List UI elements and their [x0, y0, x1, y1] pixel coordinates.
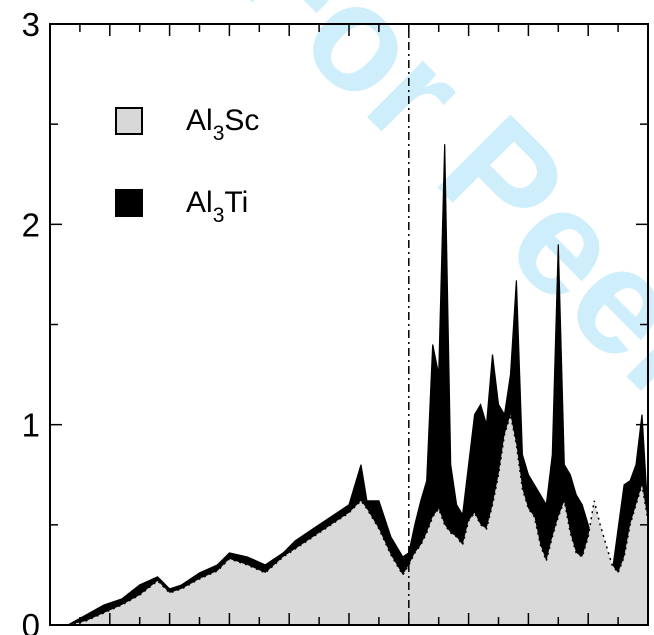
y-tick-label: 3 [22, 6, 40, 43]
tick-labels: 0 1 2 3 [22, 6, 40, 635]
series-line-al3sc [50, 414, 649, 626]
legend-swatch-al3ti [115, 189, 143, 217]
series-area-al3sc [50, 414, 648, 625]
series-layer [50, 24, 649, 626]
legend-label-al3ti: Al3Ti [186, 186, 248, 227]
legend: Al3Sc Al3Ti [115, 104, 259, 227]
y-tick-label: 0 [22, 607, 40, 635]
y-tick-label: 2 [22, 206, 40, 243]
legend-swatch-al3sc [115, 107, 143, 135]
legend-label-al3sc: Al3Sc [186, 104, 259, 145]
y-tick-label: 1 [22, 407, 40, 444]
axis-ticks [50, 24, 648, 625]
